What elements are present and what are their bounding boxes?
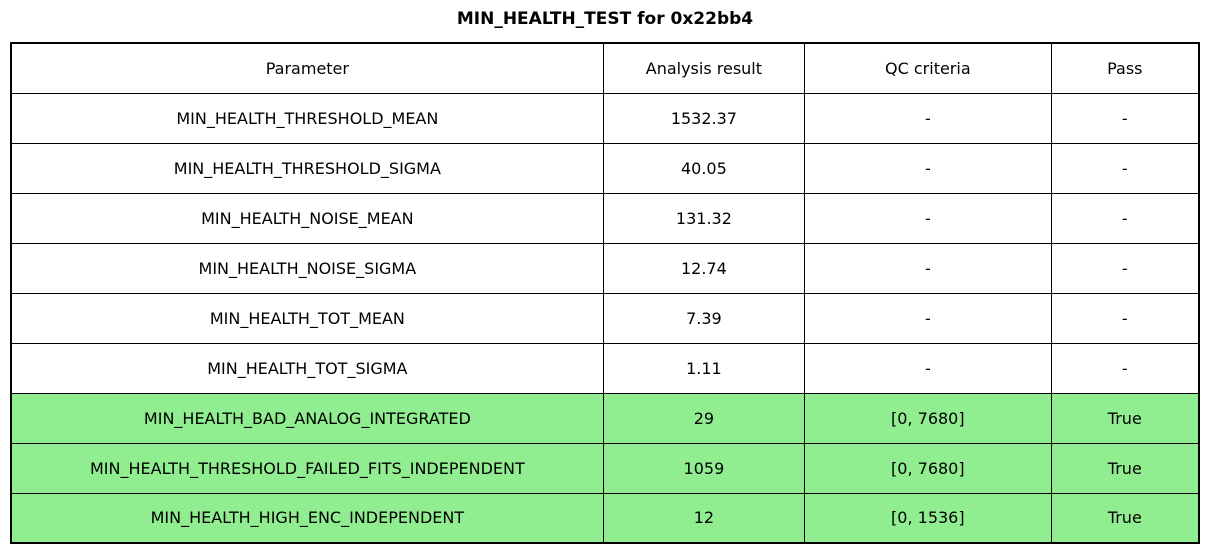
page-title: MIN_HEALTH_TEST for 0x22bb4 (456, 9, 754, 29)
table-row: MIN_HEALTH_TOT_MEAN 7.39- - (10, 292, 1200, 344)
qc-criteria-cell: [0, 7680] (804, 442, 1052, 494)
column-header-pass: Pass (1050, 42, 1200, 94)
pass-cell: - (1050, 292, 1200, 344)
table-row: MIN_HEALTH_HIGH_ENC_INDEPENDENT 12 [0, 153… (10, 492, 1200, 544)
parameter-cell: MIN_HEALTH_NOISE_MEAN (10, 192, 604, 244)
pass-cell: - (1050, 192, 1200, 244)
qc-results-table: Parameter Analysis result QC criteria Pass … (10, 42, 1200, 544)
qc-criteria-cell: - (804, 142, 1052, 194)
table-row: MIN_HEALTH_NOISE_MEAN 131.32- - (10, 192, 1200, 244)
result-cell: 7.39 (602, 292, 806, 344)
result-cell: 40.05 (602, 142, 806, 194)
pass-cell: - (1050, 142, 1200, 194)
parameter-cell: MIN_HEALTH_TOT_SIGMA (10, 342, 604, 394)
result-cell: 1059 (602, 442, 806, 494)
parameter-cell: MIN_HEALTH_THRESHOLD_SIGMA (10, 142, 604, 194)
parameter-cell: MIN_HEALTH_THRESHOLD_FAILED_FITS_INDEPEN… (10, 442, 604, 494)
parameter-cell: MIN_HEALTH_HIGH_ENC_INDEPENDENT (10, 492, 604, 544)
parameter-cell: MIN_HEALTH_TOT_MEAN (10, 292, 604, 344)
table-row: MIN_HEALTH_NOISE_SIGMA 12.74- - (10, 242, 1200, 294)
parameter-cell: MIN_HEALTH_NOISE_SIGMA (10, 242, 604, 294)
table-row: MIN_HEALTH_THRESHOLD_MEAN 1532.37- - (10, 92, 1200, 144)
qc-criteria-cell: - (804, 342, 1052, 394)
result-cell: 29 (602, 392, 806, 444)
column-header-qc-criteria: QC criteria (804, 42, 1052, 94)
column-header-analysis-result: Analysis result (602, 42, 806, 94)
pass-cell: - (1050, 242, 1200, 294)
table-row: MIN_HEALTH_THRESHOLD_FAILED_FITS_INDEPEN… (10, 442, 1200, 494)
column-header-parameter: Parameter (10, 42, 604, 94)
qc-table-body: MIN_HEALTH_THRESHOLD_MEAN 1532.37- - MIN_HE… (10, 92, 1200, 544)
qc-criteria-cell: [0, 7680] (804, 392, 1052, 444)
pass-cell: - (1050, 342, 1200, 394)
qc-criteria-cell: - (804, 92, 1052, 144)
result-cell: 12.74 (602, 242, 806, 294)
qc-criteria-cell: - (804, 192, 1052, 244)
table-row: MIN_HEALTH_TOT_SIGMA 1.11- - (10, 342, 1200, 394)
pass-cell: True (1050, 492, 1200, 544)
pass-cell: True (1050, 442, 1200, 494)
qc-criteria-cell: - (804, 292, 1052, 344)
result-cell: 1.11 (602, 342, 806, 394)
result-cell: 12 (602, 492, 806, 544)
parameter-cell: MIN_HEALTH_BAD_ANALOG_INTEGRATED (10, 392, 604, 444)
table-row: MIN_HEALTH_THRESHOLD_SIGMA 40.05- - (10, 142, 1200, 194)
pass-cell: True (1050, 392, 1200, 444)
qc-criteria-cell: - (804, 242, 1052, 294)
table-header: Parameter Analysis result QC criteria Pass (10, 42, 1200, 94)
result-cell: 131.32 (602, 192, 806, 244)
qc-criteria-cell: [0, 1536] (804, 492, 1052, 544)
result-cell: 1532.37 (602, 92, 806, 144)
table-header-row: Parameter Analysis result QC criteria Pass (10, 42, 1200, 94)
pass-cell: - (1050, 92, 1200, 144)
table-row: MIN_HEALTH_BAD_ANALOG_INTEGRATED 29 [0, 76… (10, 392, 1200, 444)
parameter-cell: MIN_HEALTH_THRESHOLD_MEAN (10, 92, 604, 144)
